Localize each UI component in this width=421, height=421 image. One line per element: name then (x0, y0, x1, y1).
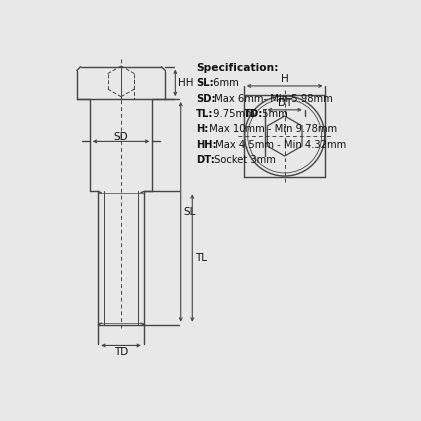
Text: TD:: TD: (244, 109, 264, 119)
Text: DT: DT (277, 98, 292, 108)
Text: TD: TD (114, 347, 128, 357)
Text: Socket 3mm: Socket 3mm (210, 155, 275, 165)
Text: H:: H: (196, 125, 208, 134)
Text: Max 10mm - Min 9.78mm: Max 10mm - Min 9.78mm (205, 125, 337, 134)
Text: SD:: SD: (196, 93, 216, 104)
Text: HH:: HH: (196, 140, 217, 150)
Text: Max 6mm- Min 5.98mm: Max 6mm- Min 5.98mm (211, 93, 333, 104)
Text: TL: 9.75mm: TL: 9.75mm (196, 109, 259, 119)
Text: 6mm: 6mm (210, 78, 239, 88)
Text: H: H (281, 75, 288, 84)
Text: Specification:: Specification: (196, 63, 279, 73)
Text: DT:: DT: (196, 155, 215, 165)
Text: Max 4.5mm - Min 4.32mm: Max 4.5mm - Min 4.32mm (212, 140, 346, 150)
Text: SL:: SL: (196, 78, 214, 88)
Text: HH: HH (179, 78, 194, 88)
Text: 5mm: 5mm (259, 109, 288, 119)
Text: TL: TL (195, 253, 208, 263)
Text: SD: SD (114, 132, 128, 142)
Text: 9.75mm: 9.75mm (210, 109, 258, 119)
Text: TL:: TL: (196, 109, 213, 119)
Text: SL: SL (184, 207, 196, 217)
